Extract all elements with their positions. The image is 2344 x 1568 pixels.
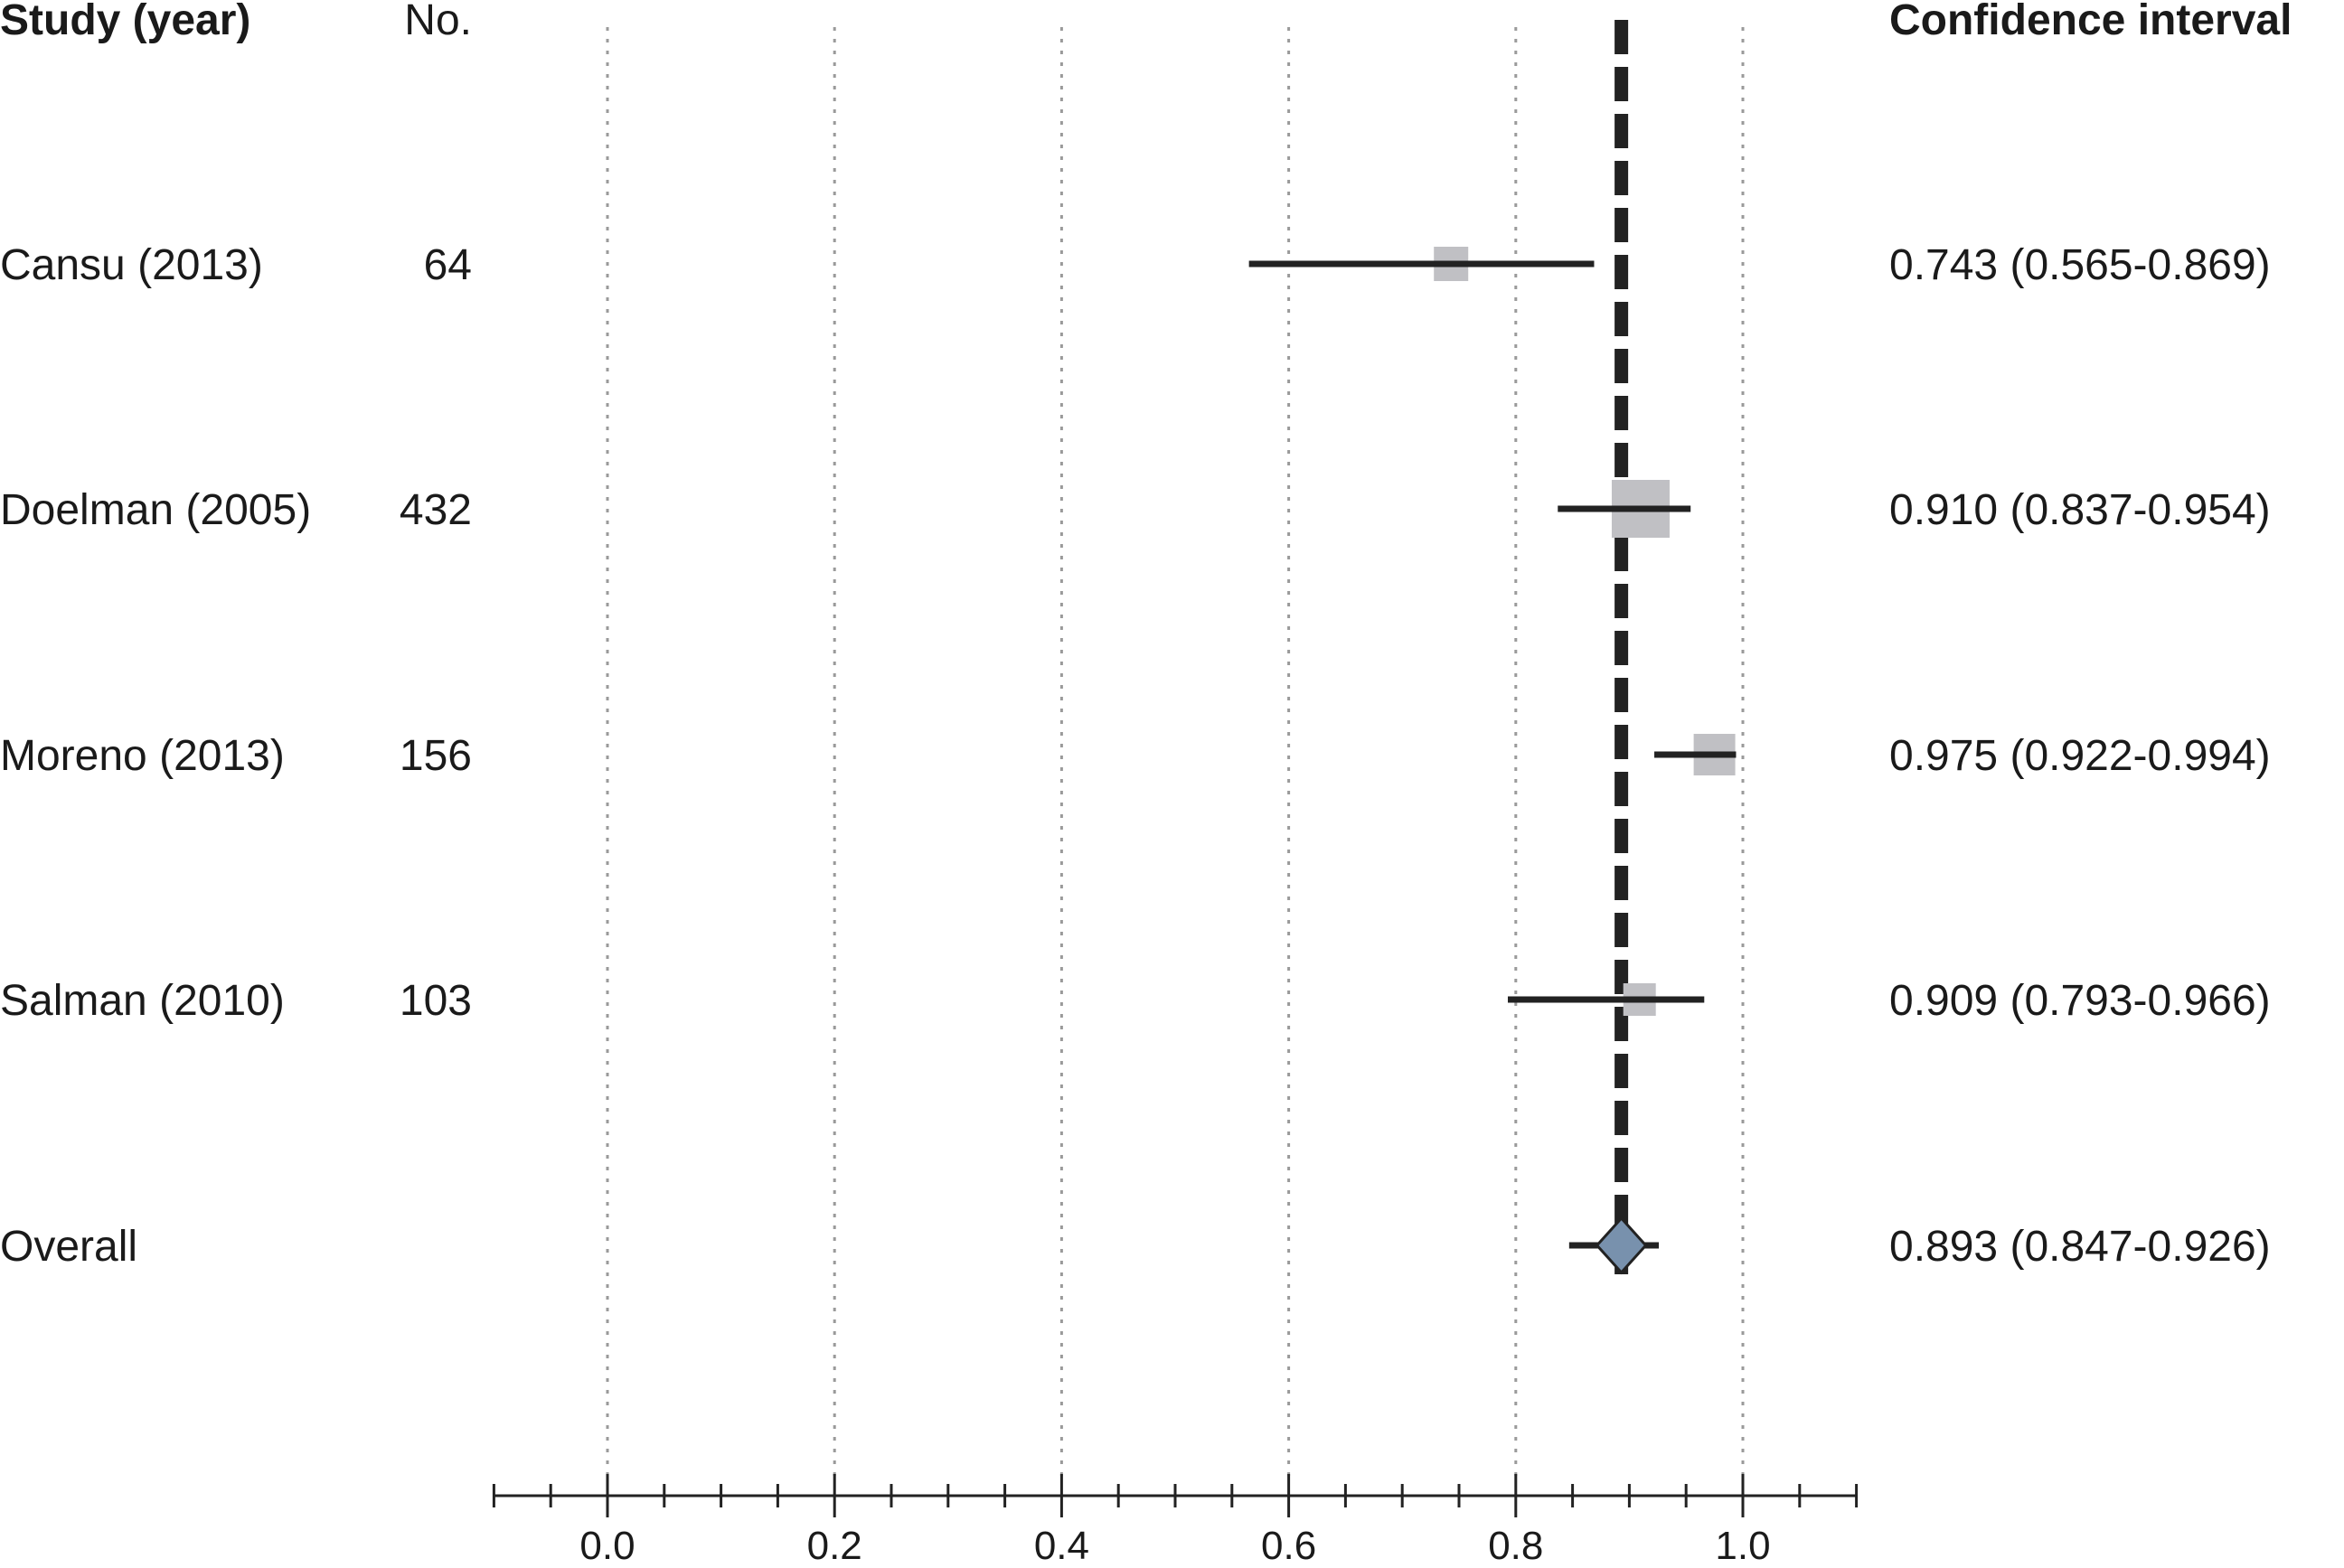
- study-label: Salman (2010): [0, 977, 285, 1025]
- grid-lines: [606, 27, 1745, 1480]
- study-ci-text: 0.743 (0.565-0.869): [1889, 241, 2271, 289]
- overall-label: Overall: [0, 1223, 137, 1271]
- study-rows: Cansu (2013) 64 0.743 (0.565-0.869) Doelman…: [0, 241, 2271, 1275]
- study-row-1: Doelman (2005) 432 0.910 (0.837-0.954): [0, 480, 2271, 538]
- header-ci: Confidence interval: [1889, 0, 2292, 44]
- overall-row: Overall 0.893 (0.847-0.926): [0, 1216, 2271, 1275]
- study-row-3: Salman (2010) 103 0.909 (0.793-0.966): [0, 977, 2271, 1025]
- x-tick-label-0: 0.0: [579, 1524, 635, 1568]
- study-n: 156: [400, 732, 472, 780]
- header-n: No.: [404, 0, 472, 44]
- study-row-0: Cansu (2013) 64 0.743 (0.565-0.869): [0, 241, 2271, 289]
- study-ci-text: 0.910 (0.837-0.954): [1889, 486, 2271, 534]
- study-n: 103: [400, 977, 472, 1025]
- study-ci-text: 0.909 (0.793-0.966): [1889, 977, 2271, 1025]
- x-tick-label-1: 0.2: [807, 1524, 862, 1568]
- x-tick-label-3: 0.6: [1261, 1524, 1316, 1568]
- study-row-2: Moreno (2013) 156 0.975 (0.922-0.994): [0, 732, 2271, 780]
- x-tick-label-2: 0.4: [1034, 1524, 1089, 1568]
- study-n: 64: [424, 241, 472, 289]
- x-tick-label-5: 1.0: [1715, 1524, 1770, 1568]
- overall-diamond: [1595, 1216, 1648, 1275]
- overall-ci-text: 0.893 (0.847-0.926): [1889, 1223, 2271, 1271]
- study-ci-text: 0.975 (0.922-0.994): [1889, 732, 2271, 780]
- study-label: Cansu (2013): [0, 241, 263, 289]
- study-n: 432: [400, 486, 472, 534]
- header-study: Study (year): [0, 0, 250, 44]
- x-tick-label-4: 0.8: [1488, 1524, 1543, 1568]
- study-label: Doelman (2005): [0, 486, 311, 534]
- x-axis: 0.0 0.2 0.4 0.6 0.8 1.0: [492, 1474, 1859, 1568]
- study-label: Moreno (2013): [0, 732, 285, 780]
